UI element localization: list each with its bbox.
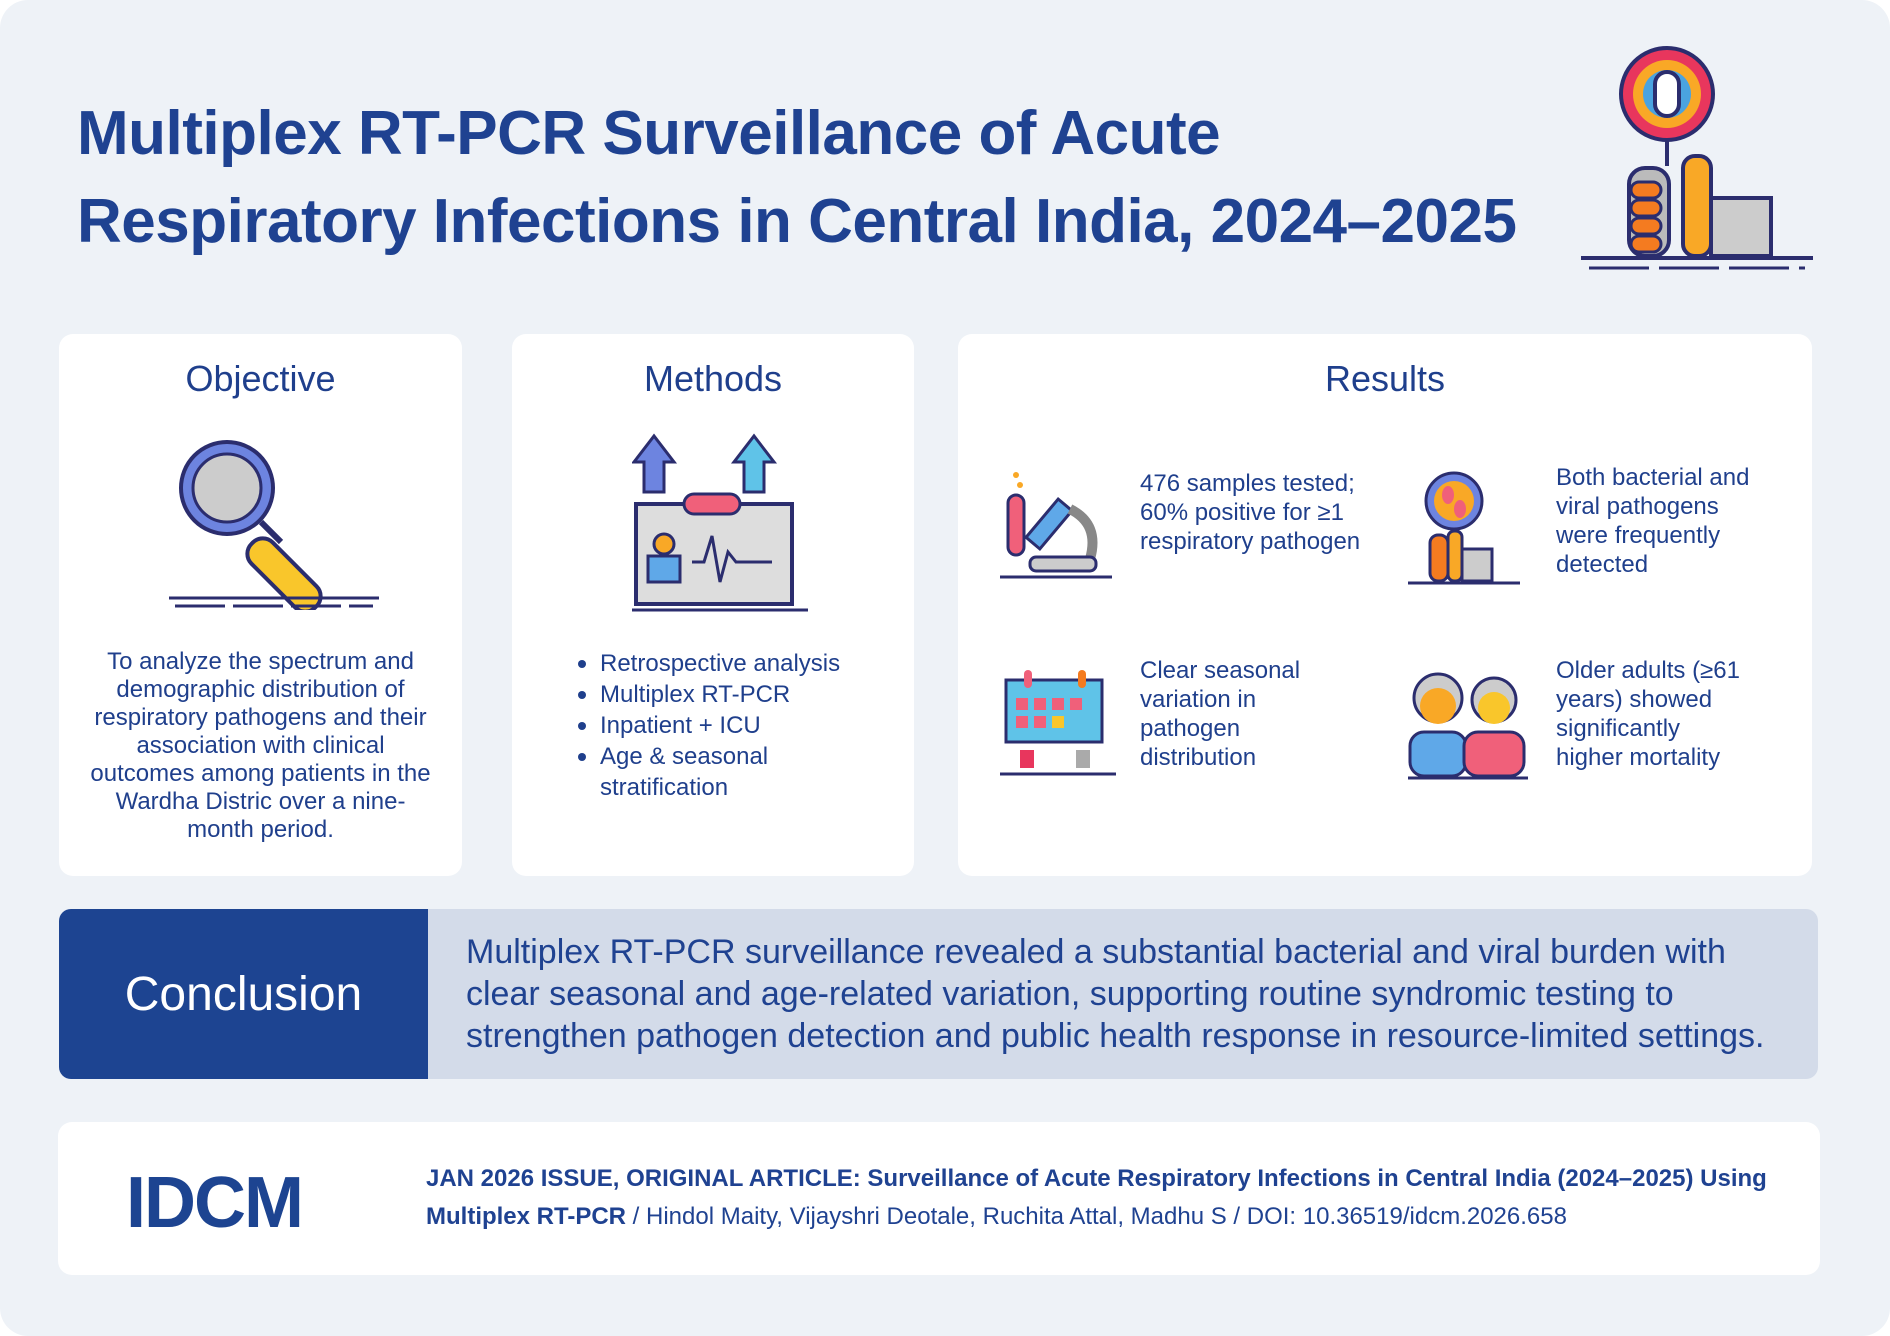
page-title: Multiplex RT-PCR Surveillance of Acute R… — [77, 90, 1517, 266]
result-line: higher mortality — [1556, 744, 1721, 771]
methods-item: stratification — [600, 774, 729, 801]
result-line: years) showed — [1556, 686, 1713, 713]
monitor-upload-icon — [632, 433, 808, 612]
result-line: detected — [1556, 551, 1649, 578]
result-item-pathogens: Both bacterial and viral pathogens were … — [1408, 464, 1808, 599]
results-card: Results 476 samples tested; 60% positive… — [958, 334, 1812, 876]
conclusion-banner: Conclusion Multiplex RT-PCR surveillance… — [59, 909, 1818, 1079]
magnifying-glass-icon — [169, 440, 379, 610]
methods-heading: Methods — [643, 358, 783, 399]
magnifier-thumbs-up-icon — [1408, 471, 1520, 585]
result-line: were frequently — [1556, 522, 1721, 549]
result-text: Older adults (≥61 years) showed signific… — [1556, 656, 1740, 772]
result-line: 476 samples tested; — [1140, 470, 1355, 497]
result-text: 476 samples tested; 60% positive for ≥1 … — [1140, 469, 1360, 556]
result-item-samples: 476 samples tested; 60% positive for ≥1 … — [1000, 469, 1400, 599]
conclusion-label: Conclusion — [59, 909, 428, 1079]
result-line: distribution — [1140, 744, 1257, 771]
citation-authors-doi: / Hindol Maity, Vijayshri Deotale, Ruchi… — [626, 1203, 1567, 1230]
title-line-1: Multiplex RT-PCR Surveillance of Acute — [77, 99, 1221, 168]
pill-thumbs-up-icon — [1581, 46, 1813, 270]
result-line: variation in — [1140, 686, 1257, 713]
microscope-icon — [1000, 472, 1112, 579]
result-line: Older adults (≥61 — [1556, 657, 1740, 684]
result-line: pathogen — [1140, 715, 1241, 742]
result-text: Clear seasonal variation in pathogen dis… — [1140, 656, 1300, 772]
result-item-seasonal: Clear seasonal variation in pathogen dis… — [1000, 657, 1400, 800]
calendar-icon — [1000, 670, 1116, 776]
methods-card: Methods Retrospective analysis Multiplex… — [512, 334, 914, 876]
objective-card: Objective To analyze the spectrum and de… — [59, 334, 462, 876]
result-item-mortality: Older adults (≥61 years) showed signific… — [1408, 657, 1808, 792]
result-line: Clear seasonal — [1140, 657, 1301, 684]
result-line: 60% positive for ≥1 — [1140, 499, 1344, 526]
objective-heading: Objective — [185, 358, 336, 399]
result-text: Both bacterial and viral pathogens were … — [1556, 463, 1749, 579]
methods-item: Age & seasonal — [577, 741, 840, 772]
result-line: viral pathogens — [1556, 493, 1719, 520]
objective-text: To analyze the spectrum and demographic … — [90, 648, 431, 843]
journal-logo: IDCM — [126, 1163, 304, 1243]
conclusion-text: Multiplex RT-PCR surveillance revealed a… — [466, 933, 1765, 1055]
citation-footer: IDCM JAN 2026 ISSUE, ORIGINAL ARTICLE: S… — [58, 1122, 1820, 1275]
methods-item: Retrospective analysis — [577, 650, 841, 677]
result-line: respiratory pathogen — [1140, 528, 1361, 555]
older-adults-icon — [1408, 672, 1528, 780]
citation-text: JAN 2026 ISSUE, ORIGINAL ARTICLE: Survei… — [426, 1160, 1770, 1236]
title-line-2: Respiratory Infections in Central India,… — [77, 187, 1517, 256]
citation-title: JAN 2026 ISSUE, ORIGINAL ARTICLE: Survei… — [426, 1165, 1767, 1230]
results-heading: Results — [1324, 358, 1446, 399]
methods-item: Multiplex RT-PCR — [577, 679, 840, 710]
result-line: significantly — [1556, 715, 1681, 742]
result-line: Both bacterial and — [1556, 464, 1750, 491]
methods-item: Inpatient + ICU — [577, 710, 840, 741]
methods-list: Retrospective analysis Multiplex RT-PCR … — [577, 648, 841, 803]
